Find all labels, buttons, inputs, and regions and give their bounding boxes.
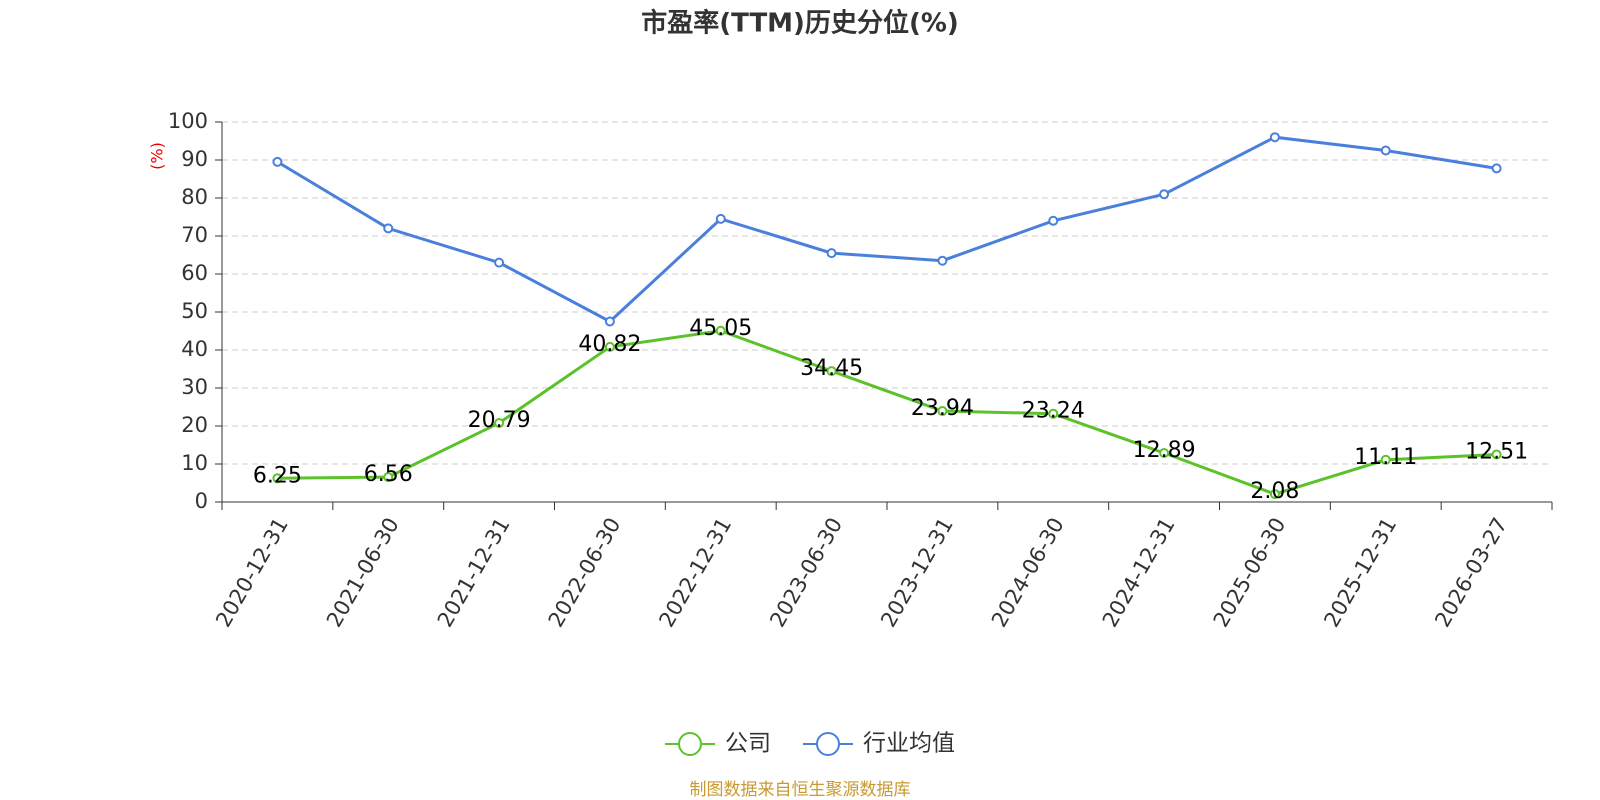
data-label: 6.56 [364, 462, 413, 487]
x-tick-label: 2020-12-31 [211, 514, 293, 632]
point [494, 417, 505, 428]
data-label: 6.25 [253, 463, 302, 488]
point [1491, 163, 1502, 174]
point [1269, 489, 1280, 500]
chart-title: 市盈率(TTM)历史分位(%) [641, 8, 959, 39]
data-label: 12.89 [1133, 438, 1196, 463]
source-note: 制图数据来自恒生聚源数据库 [690, 780, 911, 800]
x-tick-label: 2022-06-30 [544, 514, 626, 632]
data-label: 34.45 [800, 356, 863, 381]
legend-label: 公司 [725, 731, 771, 757]
point [1269, 132, 1280, 143]
y-axis-label: (%) [148, 142, 167, 170]
point [1380, 145, 1391, 156]
point [272, 156, 283, 167]
point [494, 257, 505, 268]
data-label: 40.82 [578, 332, 641, 357]
data-label: 11.11 [1354, 445, 1417, 470]
point [383, 223, 394, 234]
series-line [277, 329, 1497, 496]
y-tick-label: 50 [181, 299, 208, 323]
point [383, 472, 394, 483]
point [1491, 449, 1502, 460]
x-tick-label: 2026-03-27 [1430, 514, 1512, 632]
y-tick-label: 0 [195, 489, 208, 513]
data-label: 23.94 [911, 396, 974, 421]
y-tick-label: 10 [181, 451, 208, 475]
y-tick-label: 80 [181, 185, 208, 209]
point [937, 255, 948, 266]
point [272, 473, 283, 484]
x-tick-label: 2021-12-31 [433, 514, 515, 632]
y-tick-label: 90 [181, 147, 208, 171]
data-label: 23.24 [1022, 399, 1085, 424]
point [1048, 408, 1059, 419]
point [715, 325, 726, 336]
point [604, 316, 615, 327]
y-tick-label: 40 [181, 337, 208, 361]
x-tick-label: 2024-06-30 [987, 514, 1069, 632]
y-tick-label: 100 [168, 109, 208, 133]
point [1048, 215, 1059, 226]
y-tick-label: 60 [181, 261, 208, 285]
x-tick-label: 2024-12-31 [1098, 514, 1180, 632]
y-tick-label: 20 [181, 413, 208, 437]
series-line [276, 135, 1497, 324]
x-tick-label: 2023-06-30 [765, 514, 847, 632]
point [604, 341, 615, 352]
legend-label: 行业均值 [863, 731, 955, 757]
x-tick-label: 2025-12-31 [1319, 514, 1401, 632]
point [1380, 454, 1391, 465]
point [937, 406, 948, 417]
point [1159, 448, 1170, 459]
x-tick-label: 2021-06-30 [322, 514, 404, 632]
data-label: 12.51 [1465, 439, 1528, 464]
legend-marker [678, 732, 702, 756]
x-tick-label: 2025-06-30 [1209, 514, 1291, 632]
y-tick-label: 70 [181, 223, 208, 247]
data-label: 2.08 [1250, 479, 1299, 504]
x-tick-label: 2023-12-31 [876, 514, 958, 632]
y-tick-label: 30 [181, 375, 208, 399]
point [715, 213, 726, 224]
x-tick-label: 2022-12-31 [654, 514, 736, 632]
data-label: 45.05 [689, 316, 752, 341]
legend-marker [816, 732, 840, 756]
point [1159, 189, 1170, 200]
point [826, 248, 837, 259]
data-label: 20.79 [468, 408, 531, 433]
point [826, 366, 837, 377]
